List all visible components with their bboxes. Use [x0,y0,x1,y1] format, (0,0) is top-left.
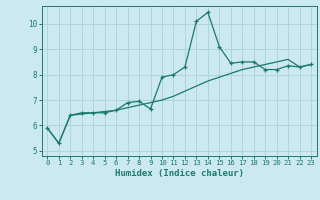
X-axis label: Humidex (Indice chaleur): Humidex (Indice chaleur) [115,169,244,178]
